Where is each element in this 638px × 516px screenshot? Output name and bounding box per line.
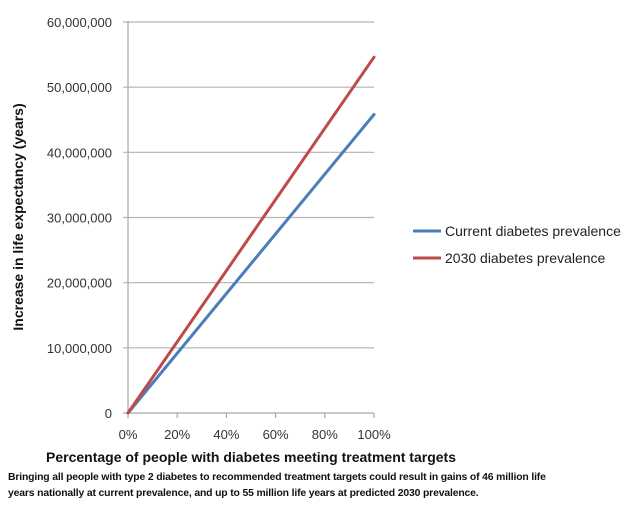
- gridlines: [123, 21, 374, 349]
- x-tick-label-3: 60%: [263, 427, 289, 442]
- y-tick-label-3: 30,000,000: [47, 211, 112, 226]
- legend-label-current: Current diabetes prevalence: [445, 223, 621, 239]
- y-tick-label-2: 20,000,000: [47, 276, 112, 291]
- legend-label-2030: 2030 diabetes prevalence: [445, 250, 606, 266]
- series-lines: [126, 55, 376, 415]
- caption-line-1: Bringing all people with type 2 diabetes…: [8, 472, 546, 483]
- y-axis-title: Increase in life expectancy (years): [10, 103, 26, 330]
- x-tick-label-5: 100%: [357, 427, 391, 442]
- x-axis-title: Percentage of people with diabetes meeti…: [46, 449, 456, 465]
- x-tick-label-4: 80%: [312, 427, 338, 442]
- y-tick-label-1: 10,000,000: [47, 341, 112, 356]
- caption-line-2: years nationally at current prevalence, …: [8, 488, 479, 499]
- axes: [123, 21, 375, 418]
- series-line-1: [126, 55, 376, 415]
- x-tick-label-0: 0%: [119, 427, 138, 442]
- x-tick-label-1: 20%: [164, 427, 190, 442]
- y-tick-label-0: 0: [105, 406, 112, 421]
- series-line-0: [126, 113, 376, 415]
- x-axis-tick-labels: 0% 20% 40% 60% 80% 100%: [119, 427, 391, 442]
- y-axis-tick-labels: 0 10,000,000 20,000,000 30,000,000 40,000,00…: [47, 15, 112, 421]
- x-tick-label-2: 40%: [213, 427, 239, 442]
- y-tick-label-5: 50,000,000: [47, 80, 112, 95]
- y-tick-label-4: 40,000,000: [47, 145, 112, 160]
- line-chart: 0 10,000,000 20,000,000 30,000,000 40,000,00…: [10, 15, 621, 465]
- figure-caption: Bringing all people with type 2 diabetes…: [8, 470, 630, 502]
- legend: Current diabetes prevalence 2030 diabete…: [413, 223, 621, 266]
- y-tick-label-6: 60,000,000: [47, 15, 112, 30]
